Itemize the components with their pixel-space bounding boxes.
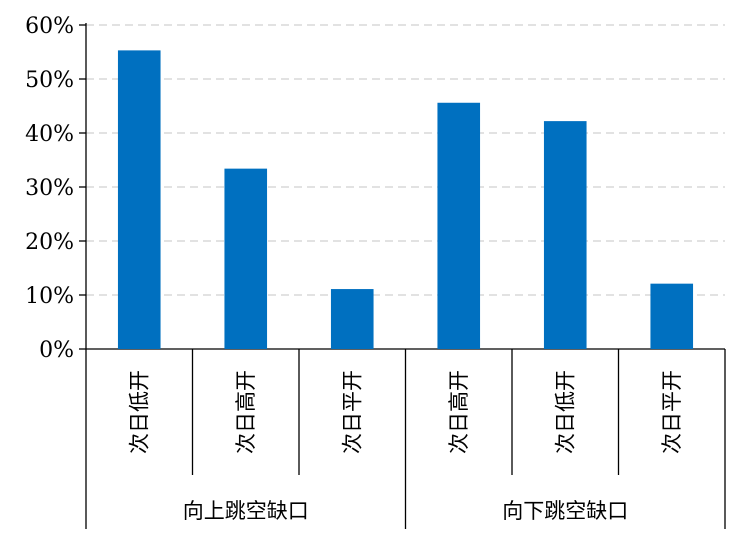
category-label: 次日低开 xyxy=(553,370,577,454)
bar xyxy=(650,283,694,349)
y-tick-label: 40% xyxy=(25,122,74,147)
gridlines xyxy=(86,24,725,296)
y-tick-label: 50% xyxy=(25,68,74,93)
bar xyxy=(437,102,481,349)
y-tick-label: 20% xyxy=(25,230,74,255)
y-tick-label: 60% xyxy=(25,14,74,39)
axes xyxy=(79,23,726,529)
category-label: 次日高开 xyxy=(234,370,258,454)
category-label: 次日平开 xyxy=(340,370,364,454)
bar xyxy=(117,50,161,349)
category-label: 次日平开 xyxy=(660,370,684,454)
group-label: 向上跳空缺口 xyxy=(183,499,309,523)
bars xyxy=(117,50,694,350)
y-tick-label: 10% xyxy=(25,284,74,309)
bar xyxy=(224,168,268,349)
y-tick-label: 0% xyxy=(39,338,74,363)
y-tick-label: 30% xyxy=(25,176,74,201)
category-label: 次日低开 xyxy=(127,370,151,454)
bar xyxy=(330,289,374,349)
bar xyxy=(543,121,587,350)
category-label: 次日高开 xyxy=(447,370,471,454)
labels: 0% 10% 20% 30% 40% 50% 60% 次日低开 次日高开 次日平开 次日高开 次日低开… xyxy=(25,14,684,523)
group-label: 向下跳空缺口 xyxy=(502,499,628,523)
